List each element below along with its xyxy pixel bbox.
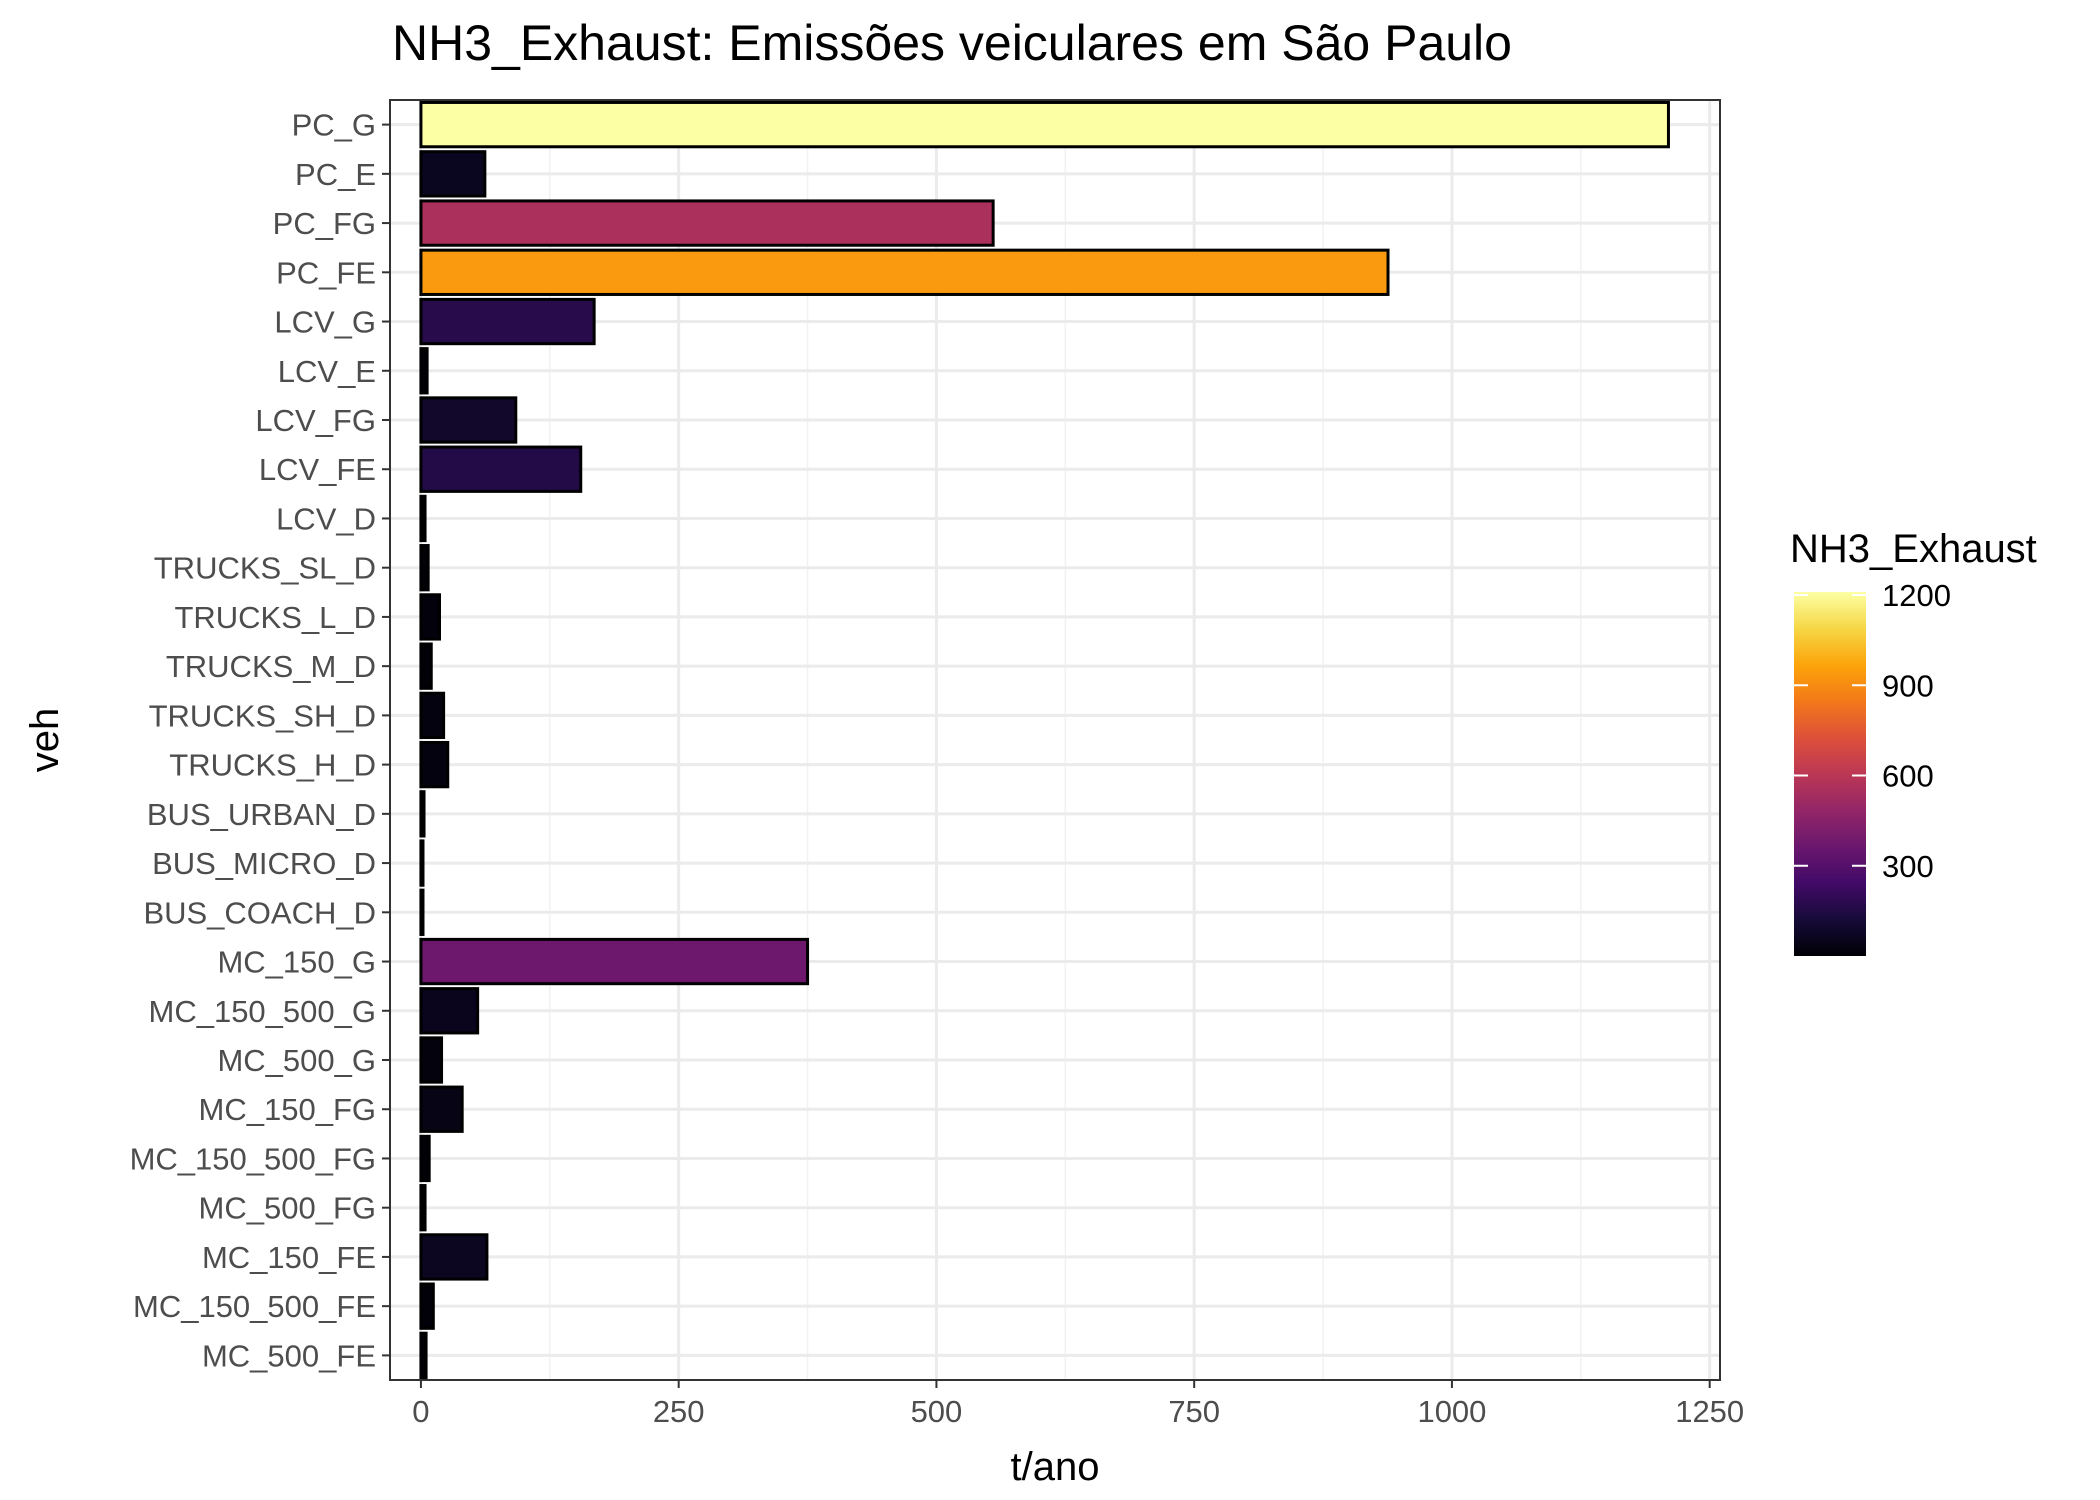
bar-mc-500-g <box>419 1036 444 1084</box>
y-tick-label: BUS_URBAN_D <box>147 797 376 832</box>
y-tick-label: MC_150_500_G <box>149 994 377 1029</box>
bar-pc-e <box>419 150 487 198</box>
colorbar-tick-label: 1200 <box>1882 578 1951 613</box>
y-tick-label: TRUCKS_L_D <box>174 600 376 635</box>
y-tick-label: LCV_FE <box>259 452 376 487</box>
y-tick-label: LCV_E <box>278 354 376 389</box>
x-axis-title: t/ano <box>1011 1445 1100 1489</box>
chart-title: NH3_Exhaust: Emissões veiculares em São … <box>392 15 1512 71</box>
y-tick-label: LCV_G <box>274 305 376 340</box>
y-tick-label: PC_G <box>292 108 376 143</box>
bar-bus-micro-d <box>419 839 425 887</box>
y-tick-label: MC_500_FG <box>199 1191 376 1226</box>
y-tick-label: TRUCKS_H_D <box>169 748 376 783</box>
bar-lcv-e <box>419 347 429 395</box>
y-tick-label: LCV_D <box>276 501 376 536</box>
bar-pc-fe <box>419 248 1390 296</box>
bar-lcv-fg <box>419 396 518 444</box>
x-tick-label: 1000 <box>1417 1394 1486 1429</box>
y-tick-label: MC_150_G <box>217 945 376 980</box>
bar-mc-150-fg <box>419 1085 464 1133</box>
y-axis: PC_G PC_E PC_FG PC_FE LCV_G LCV_E LCV_FG LCV_FE… <box>130 108 390 1373</box>
x-axis: 0 250 500 750 1000 1250 <box>412 1380 1744 1429</box>
bar-trucks-sl-d <box>419 544 430 592</box>
legend: NH3_Exhaust 300 600 900 1200 <box>1790 527 2037 956</box>
y-tick-label: PC_FE <box>276 255 376 290</box>
x-tick-label: 250 <box>653 1394 705 1429</box>
y-tick-label: MC_150_FG <box>199 1092 376 1127</box>
bar-trucks-h-d <box>419 740 450 789</box>
bar-lcv-fe <box>419 445 583 493</box>
bar-mc-500-fg <box>419 1184 427 1232</box>
y-tick-label: TRUCKS_M_D <box>166 649 376 684</box>
bar-mc-150-fe <box>419 1233 489 1281</box>
bar-pc-g <box>419 100 1670 149</box>
bar-lcv-g <box>419 297 596 346</box>
bar-mc-150-g <box>419 937 810 986</box>
plot-panel <box>389 99 1721 1381</box>
y-tick-label: BUS_COACH_D <box>143 895 376 930</box>
bar-trucks-sh-d <box>419 691 446 740</box>
y-tick-label: BUS_MICRO_D <box>152 846 376 881</box>
y-tick-label: LCV_FG <box>255 403 376 438</box>
bar-mc-150-500-fg <box>419 1134 431 1183</box>
y-tick-label: TRUCKS_SL_D <box>154 551 376 586</box>
x-tick-label: 0 <box>412 1394 429 1429</box>
y-tick-label: MC_500_FE <box>202 1338 376 1373</box>
y-tick-label: MC_150_FE <box>202 1240 376 1275</box>
y-tick-label: MC_150_500_FG <box>130 1141 376 1176</box>
bar-bus-urban-d <box>419 790 426 838</box>
bar-trucks-m-d <box>419 642 433 690</box>
bar-lcv-d <box>419 494 427 543</box>
x-tick-label: 500 <box>911 1394 963 1429</box>
plot-background <box>390 100 1720 1380</box>
bar-pc-fg <box>419 199 995 247</box>
bars <box>419 100 1670 1380</box>
legend-title: NH3_Exhaust <box>1790 527 2037 571</box>
y-axis-title: veh <box>23 708 67 773</box>
colorbar-ticks: 300 600 900 1200 <box>1794 578 1951 884</box>
y-tick-label: TRUCKS_SH_D <box>149 698 376 733</box>
colorbar-tick-label: 900 <box>1882 668 1934 703</box>
bar-mc-500-fe <box>419 1331 428 1380</box>
colorbar-tick-label: 300 <box>1882 849 1934 884</box>
bar-bus-coach-d <box>419 888 425 936</box>
y-tick-label: MC_500_G <box>217 1043 376 1078</box>
x-tick-label: 1250 <box>1675 1394 1744 1429</box>
bar-mc-150-500-fe <box>419 1282 435 1330</box>
bar-mc-150-500-g <box>419 987 480 1035</box>
bar-trucks-l-d <box>419 593 441 641</box>
x-tick-label: 750 <box>1168 1394 1220 1429</box>
y-tick-label: PC_FG <box>273 206 376 241</box>
colorbar-tick-label: 600 <box>1882 759 1934 794</box>
y-tick-label: PC_E <box>295 157 376 192</box>
y-tick-label: MC_150_500_FE <box>133 1289 376 1324</box>
plot-border <box>389 99 1721 1381</box>
colorbar <box>1794 592 1866 956</box>
